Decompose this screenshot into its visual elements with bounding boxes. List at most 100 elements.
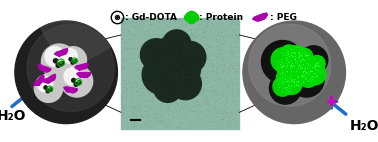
Point xyxy=(223,108,229,110)
Point xyxy=(149,80,155,83)
Point xyxy=(212,121,218,123)
Point xyxy=(200,75,206,77)
Point xyxy=(214,68,220,71)
Point xyxy=(206,60,212,63)
Point xyxy=(122,87,129,89)
Point xyxy=(211,19,217,21)
Point xyxy=(148,111,154,113)
Point xyxy=(197,38,203,40)
Point xyxy=(163,46,169,48)
Point xyxy=(196,111,202,113)
Point xyxy=(169,83,175,85)
Point xyxy=(125,114,131,116)
Point xyxy=(233,70,239,73)
Point xyxy=(181,84,187,86)
Point xyxy=(153,72,159,74)
Point xyxy=(128,96,134,98)
Text: : Protein: : Protein xyxy=(199,13,243,22)
Point xyxy=(232,65,238,67)
Point xyxy=(212,18,218,21)
Point xyxy=(171,53,177,55)
Point xyxy=(196,69,202,71)
Point xyxy=(168,64,174,67)
Point xyxy=(235,120,241,123)
Point xyxy=(180,126,186,129)
Point xyxy=(174,43,180,45)
Point xyxy=(212,107,218,110)
Point xyxy=(220,85,226,87)
Point xyxy=(301,58,307,60)
Point xyxy=(155,108,161,110)
Point xyxy=(161,110,167,112)
Point xyxy=(234,81,240,83)
Point xyxy=(127,68,133,70)
Point xyxy=(145,116,151,118)
Point xyxy=(187,55,194,58)
Point xyxy=(193,65,199,67)
Point xyxy=(194,78,200,80)
Point xyxy=(222,29,228,31)
Point xyxy=(194,43,200,46)
Point xyxy=(187,28,194,31)
Point xyxy=(197,38,203,40)
Point xyxy=(128,119,134,121)
Point xyxy=(183,81,189,83)
Point xyxy=(128,64,134,67)
Point xyxy=(293,83,299,86)
Point xyxy=(177,117,183,119)
Point xyxy=(181,56,187,59)
Point xyxy=(195,99,201,101)
Point xyxy=(155,33,161,35)
Point xyxy=(180,56,186,58)
Point xyxy=(136,105,142,107)
Point xyxy=(170,57,176,59)
Point xyxy=(148,93,154,95)
Point xyxy=(209,107,215,109)
Point xyxy=(157,25,163,27)
Point xyxy=(167,36,174,38)
Point xyxy=(233,35,239,37)
Point xyxy=(233,83,239,85)
Point xyxy=(133,27,139,29)
Point xyxy=(181,76,187,78)
Point xyxy=(167,93,174,95)
Point xyxy=(193,53,199,55)
Text: : PEG: : PEG xyxy=(270,13,297,22)
Point xyxy=(162,87,168,90)
Point xyxy=(138,118,144,120)
Point xyxy=(138,91,144,94)
Point xyxy=(124,97,130,100)
Circle shape xyxy=(186,12,194,19)
Point xyxy=(182,69,188,72)
Point xyxy=(212,30,218,33)
Point xyxy=(184,63,191,65)
Point xyxy=(209,22,215,25)
Point xyxy=(180,64,186,66)
Point xyxy=(157,92,163,95)
Point xyxy=(178,51,184,53)
Point xyxy=(192,52,198,55)
Point xyxy=(229,124,235,126)
Point xyxy=(279,66,285,68)
Point xyxy=(227,23,233,25)
Point xyxy=(229,53,235,55)
Point xyxy=(180,59,186,61)
Point xyxy=(149,69,155,71)
Point xyxy=(181,63,187,66)
Point xyxy=(152,51,158,53)
Point xyxy=(167,85,173,88)
Point xyxy=(137,116,143,118)
Point xyxy=(221,127,227,129)
Point xyxy=(203,123,209,125)
Circle shape xyxy=(281,73,302,94)
Point xyxy=(165,27,171,29)
Point xyxy=(137,73,143,75)
Point xyxy=(293,82,299,84)
Point xyxy=(174,55,180,57)
Point xyxy=(212,64,218,66)
Point xyxy=(198,80,204,82)
Point xyxy=(216,121,222,123)
Point xyxy=(229,47,235,50)
Point xyxy=(225,111,231,114)
Point xyxy=(169,62,175,64)
